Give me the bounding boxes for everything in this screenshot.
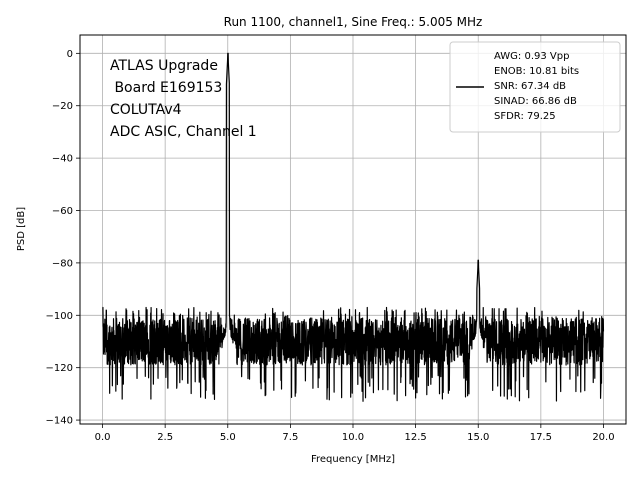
annotation-line: ATLAS Upgrade <box>110 58 218 74</box>
y-tick-label: 0 <box>67 49 73 60</box>
legend-box <box>449 41 621 133</box>
legend-entry: SINAD: 66.86 dB <box>494 96 577 107</box>
y-tick-label: −60 <box>52 206 73 217</box>
annotation-line: ADC ASIC, Channel 1 <box>110 124 257 140</box>
legend-entry: SNR: 67.34 dB <box>494 81 566 92</box>
x-tick-label: 12.5 <box>404 432 426 443</box>
y-axis-ticks: 0 −20 −40 −60 −80 −100 −120 −140 <box>46 49 80 427</box>
x-tick-label: 20.0 <box>592 432 614 443</box>
y-tick-label: −120 <box>46 363 73 374</box>
psd-series-line <box>102 52 605 402</box>
y-axis-label: PSD [dB] <box>16 207 27 251</box>
legend-entry: SFDR: 79.25 <box>494 111 556 122</box>
x-axis-label: Frequency [MHz] <box>311 454 395 465</box>
x-axis-ticks: 0.0 2.5 5.0 7.5 10.0 12.5 15.0 17.5 20.0 <box>95 424 615 443</box>
x-tick-label: 15.0 <box>467 432 489 443</box>
x-tick-label: 7.5 <box>282 432 298 443</box>
y-tick-label: −40 <box>52 154 73 165</box>
legend: AWG: 0.93 Vpp ENOB: 10.81 bits SNR: 67.34 … <box>449 41 621 133</box>
annotation-line: Board E169153 <box>110 80 222 96</box>
y-tick-label: −20 <box>52 101 73 112</box>
x-tick-label: 17.5 <box>530 432 552 443</box>
y-tick-label: −100 <box>46 311 73 322</box>
grid <box>80 35 626 424</box>
board-annotation: ATLAS Upgrade Board E169153 COLUTAv4 ADC A… <box>110 58 257 140</box>
x-tick-label: 10.0 <box>342 432 364 443</box>
x-tick-label: 2.5 <box>157 432 173 443</box>
legend-entry: AWG: 0.93 Vpp <box>494 51 569 62</box>
y-tick-label: −140 <box>46 416 73 427</box>
x-tick-label: 5.0 <box>220 432 236 443</box>
legend-entry: ENOB: 10.81 bits <box>494 66 579 77</box>
annotation-line: COLUTAv4 <box>110 102 182 118</box>
chart-title: Run 1100, channel1, Sine Freq.: 5.005 MH… <box>224 15 483 29</box>
x-tick-label: 0.0 <box>95 432 111 443</box>
y-tick-label: −80 <box>52 258 73 269</box>
